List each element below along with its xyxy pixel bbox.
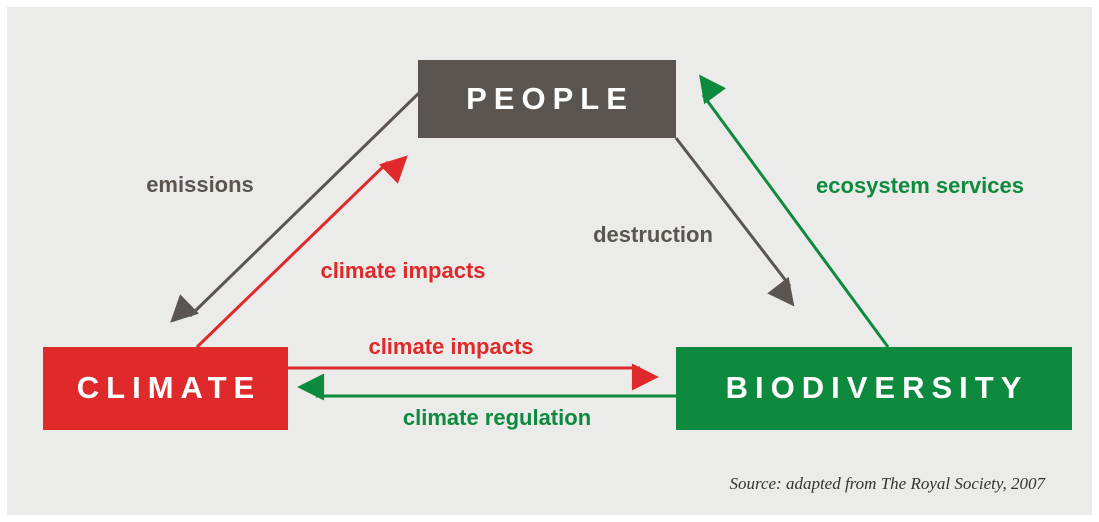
node-label: CLIMATE	[77, 370, 261, 405]
edge-label: destruction	[593, 222, 713, 247]
edge-label: climate impacts	[368, 334, 533, 359]
edge-label: emissions	[146, 172, 254, 197]
node-label: PEOPLE	[466, 81, 634, 116]
node-box	[676, 347, 1072, 430]
arrow-ecosystem-services	[699, 74, 890, 348]
edge-label: climate impacts	[320, 258, 485, 283]
node-box	[43, 347, 288, 430]
edge-label: climate regulation	[403, 405, 591, 430]
edge-label: ecosystem services	[816, 173, 1024, 198]
node-box	[418, 60, 676, 138]
node-label: BIODIVERSITY	[726, 370, 1029, 405]
arrow-emissions	[170, 90, 422, 323]
source-note: Source: adapted from The Royal Society, …	[729, 474, 1046, 493]
arrow-destruction	[674, 137, 795, 307]
arrow-climate-impacts	[195, 155, 408, 349]
